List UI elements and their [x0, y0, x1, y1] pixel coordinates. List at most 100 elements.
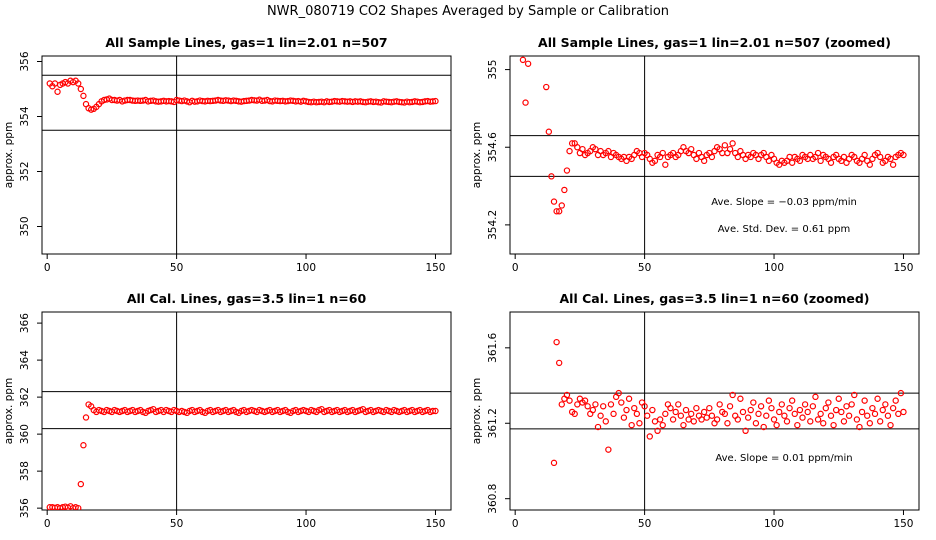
data-point: [807, 418, 814, 425]
data-point: [568, 140, 576, 147]
data-point: [522, 99, 529, 106]
data-point: [82, 414, 90, 421]
data-point: [615, 389, 622, 397]
data-point: [729, 140, 736, 147]
data-point: [708, 153, 716, 161]
y-axis-label: approx. ppm: [3, 122, 15, 188]
figure-title: NWR_080719 CO2 Shapes Averaged by Sample…: [266, 4, 670, 19]
data-point: [669, 416, 677, 423]
data-point: [804, 408, 811, 416]
data-point: [876, 418, 884, 425]
x-tick-label: 100: [296, 262, 316, 274]
data-point: [726, 403, 734, 410]
y-axis-label: approx. ppm: [471, 122, 483, 188]
data-point: [80, 92, 87, 100]
panel-title: All Cal. Lines, gas=3.5 lin=1 n=60 (zoom…: [560, 291, 870, 306]
data-point: [641, 403, 648, 410]
data-point: [861, 397, 868, 404]
data-point: [776, 408, 783, 416]
plot-frame: [509, 311, 920, 511]
data-point: [541, 9, 546, 14]
data-point: [814, 416, 822, 423]
data-point: [685, 416, 692, 423]
data-point: [876, 153, 884, 161]
data-point: [610, 410, 617, 418]
data-points: [46, 77, 439, 113]
data-point: [429, 98, 437, 105]
data-point: [656, 416, 664, 423]
data-point: [688, 145, 695, 153]
chart-panel-1: All Sample Lines, gas=1 lin=2.01 n=507 0 5…: [3, 35, 452, 274]
annotation-text: Ave. Std. Dev. = 0.61 ppm: [718, 224, 850, 235]
data-point: [607, 401, 615, 408]
data-point: [739, 408, 747, 416]
data-point: [667, 404, 674, 412]
data-point: [533, 18, 538, 23]
x-tick-label: 0: [512, 262, 519, 274]
data-point: [760, 423, 767, 431]
annotation-text: Ave. Slope = −0.03 ppm/min: [711, 197, 857, 208]
y-tick-label: 358: [19, 461, 31, 481]
data-point: [693, 155, 700, 163]
x-tick-label: 150: [893, 518, 913, 530]
data-point: [840, 153, 848, 161]
y-tick-label: 354.2: [487, 210, 499, 240]
y-tick-label: 364: [19, 350, 31, 370]
y-tick-label: 361.2: [487, 408, 499, 438]
x-tick-label: 50: [170, 518, 183, 530]
data-point: [765, 157, 773, 165]
data-point: [77, 480, 85, 488]
data-point: [879, 406, 886, 414]
x-tick-label: 50: [170, 262, 183, 274]
data-point: [555, 359, 563, 367]
data-point: [672, 408, 679, 416]
data-point: [659, 421, 666, 429]
data-point: [719, 149, 726, 157]
data-point: [561, 186, 568, 194]
data-point: [822, 404, 830, 412]
data-point: [843, 403, 850, 410]
data-point: [543, 83, 550, 91]
y-tick-label: 356: [19, 498, 31, 518]
data-point: [538, 18, 543, 23]
data-points: [515, 9, 907, 215]
data-point: [636, 420, 643, 427]
data-points: [46, 401, 439, 510]
data-point: [592, 145, 599, 153]
y-tick-label: 350: [19, 216, 31, 236]
data-point: [814, 149, 822, 157]
data-point: [680, 421, 687, 429]
x-tick-label: 0: [44, 262, 51, 274]
data-point: [80, 442, 87, 449]
data-point: [838, 408, 845, 416]
data-point: [887, 155, 894, 163]
data-point: [571, 410, 578, 418]
panel-title: All Sample Lines, gas=1 lin=2.01 n=507: [105, 35, 387, 50]
data-point: [553, 208, 560, 215]
data-point: [752, 420, 760, 427]
data-point: [742, 427, 749, 434]
data-point: [866, 420, 874, 427]
data-point: [700, 408, 708, 416]
data-point: [605, 147, 612, 155]
x-tick-label: 100: [296, 518, 316, 530]
data-point: [747, 406, 754, 414]
annotation-text: Ave. Slope = 0.01 ppm/min: [715, 453, 852, 464]
data-point: [605, 446, 612, 453]
data-point: [592, 401, 599, 408]
x-tick-label: 50: [638, 518, 651, 530]
data-point: [835, 395, 842, 402]
data-point: [574, 401, 581, 408]
data-point: [809, 403, 817, 410]
data-point: [54, 88, 61, 95]
data-point: [515, 28, 520, 33]
data-point: [851, 391, 858, 399]
data-point: [817, 157, 824, 165]
data-point: [791, 410, 798, 418]
y-axis-label: approx. ppm: [3, 378, 15, 444]
x-tick-label: 150: [893, 262, 913, 274]
data-point: [531, 28, 536, 33]
data-point: [700, 157, 708, 165]
data-point: [75, 80, 82, 87]
